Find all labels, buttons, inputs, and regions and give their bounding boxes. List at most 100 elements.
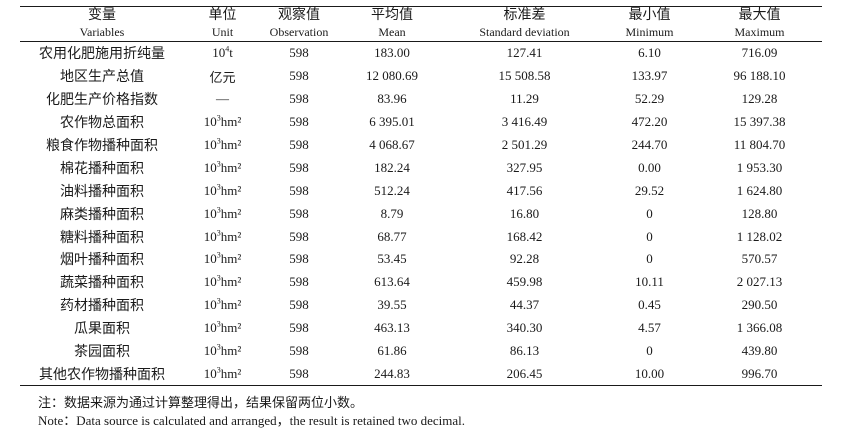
maximum-cell: 96 188.10 [733,68,786,84]
unit-exponent: 3 [216,274,221,284]
variable-name-cell: 油料播种面积 [60,184,144,200]
minimum-cell: 10.00 [602,362,697,387]
observation-cell: 598 [289,320,309,336]
unit-base: 10 [203,205,217,221]
minimum-cell: 472.20 [631,114,668,130]
unit-suffix: hm² [220,297,242,313]
unit-cell: 亿元 [184,65,261,88]
mean-cell: 182.24 [374,159,410,175]
variable-name-cell: 茶园面积 [74,345,130,361]
minimum-cell: 0 [646,343,653,359]
table-row: 棉花播种面积 103hm² 598 182.24 327.95 0.00 1 953.30 [20,156,822,179]
unit-base: 10 [203,182,217,198]
unit-suffix: hm² [220,159,242,175]
table-row: 化肥生产价格指数 — 598 83.96 11.29 52.29 129.28 [20,88,822,111]
standard-deviation-cell: 327.95 [506,159,543,175]
variable-name-cell: 麻类播种面积 [60,207,144,223]
mean-cell: 68.77 [377,228,407,244]
observation-cell: 598 [289,343,309,359]
maximum-cell: 2 027.13 [736,274,783,290]
maximum-cell: 290.50 [741,297,778,313]
standard-deviation-cell: 92.28 [509,251,540,267]
unit-cell: 103hm² [184,248,261,271]
variable-name-cell: 地区生产总值 [60,70,144,86]
mean-cell: 83.96 [377,91,407,107]
unit-suffix: hm² [220,182,242,198]
variable-name-cell: 农作物总面积 [60,116,144,132]
unit-cell: 103hm² [184,362,261,387]
observation-cell: 598 [289,251,309,267]
minimum-cell: 52.29 [634,91,665,107]
variable-name-cell: 其他农作物播种面积 [20,362,184,387]
unit-exponent: 3 [216,296,221,306]
unit-exponent: 3 [216,342,221,352]
standard-deviation-cell: 15 508.58 [498,68,551,84]
minimum-cell: 6.10 [638,45,661,61]
standard-deviation-cell: 127.41 [506,45,543,61]
standard-deviation-cell: 459.98 [506,274,543,290]
maximum-cell: 129.28 [741,91,778,107]
unit-cell: 103hm² [184,294,261,317]
unit-cell: 103hm² [184,179,261,202]
observation-cell: 598 [289,45,309,61]
variable-name-cell: 糖料播种面积 [60,230,144,246]
minimum-cell: 29.52 [634,182,665,198]
table-row: 农作物总面积 103hm² 598 6 395.01 3 416.49 472.20 15 … [20,111,822,134]
table-row: 麻类播种面积 103hm² 598 8.79 16.80 0 128.80 [20,202,822,225]
maximum-cell: 1 366.08 [736,320,783,336]
mean-cell: 53.45 [377,251,407,267]
standard-deviation-cell: 417.56 [506,182,543,198]
descriptive-statistics-table: 变量 Variables 单位 Unit 观察值 Observation 平均值 Mea… [20,6,822,387]
minimum-cell: 244.70 [631,137,668,152]
unit-cell: 103hm² [184,134,261,157]
standard-deviation-cell: 206.45 [447,362,602,387]
observation-cell: 598 [289,274,309,290]
maximum-cell: 128.80 [741,205,778,221]
mean-cell: 613.64 [374,274,410,290]
table-row: 地区生产总值 亿元 598 12 080.69 15 508.58 133.97 96 18… [20,65,822,88]
standard-deviation-cell: 11.29 [510,91,539,107]
unit-cell: — [184,88,261,111]
note-english: Note：Data source is calculated and arran… [38,413,466,428]
unit-suffix: hm² [220,251,242,267]
maximum-cell: 1 128.02 [736,228,783,244]
unit-suffix: t [229,45,233,61]
unit-base: 10 [203,274,217,290]
mean-cell: 463.13 [374,320,410,336]
observation-cell: 598 [289,91,309,107]
observation-cell: 598 [289,159,309,175]
observation-cell: 598 [289,114,309,130]
standard-deviation-cell: 16.80 [509,205,540,221]
unit-exponent: 3 [216,228,221,238]
unit-exponent: 3 [216,113,221,123]
table-row: 蔬菜播种面积 103hm² 598 613.64 459.98 10.11 2 027.13 [20,271,822,294]
standard-deviation-cell: 44.37 [509,297,540,313]
unit-exponent: 3 [216,205,221,215]
statistics-table-container: 变量 Variables 单位 Unit 观察值 Observation 平均值 Mea… [20,6,822,387]
table-row: 烟叶播种面积 103hm² 598 53.45 92.28 0 570.57 [20,248,822,271]
unit-cell: 103hm² [184,156,261,179]
variable-name-cell: 农用化肥施用折纯量 [39,47,165,63]
header-minimum: 最小值 Minimum [602,6,697,42]
standard-deviation-cell: 168.42 [506,228,543,244]
minimum-cell: 4.57 [638,320,661,336]
observation-cell: 598 [289,137,309,152]
standard-deviation-cell: 86.13 [509,343,540,359]
table-row: 油料播种面积 103hm² 598 512.24 417.56 29.52 1 624.80 [20,179,822,202]
unit-cell: 103hm² [184,111,261,134]
unit-exponent: 3 [216,159,221,169]
unit-base: — [216,91,229,107]
unit-cell: 103hm² [184,340,261,363]
minimum-cell: 0.00 [638,159,661,175]
mean-cell: 183.00 [374,45,410,61]
standard-deviation-cell: 3 416.49 [501,114,548,130]
table-row: 农用化肥施用折纯量 104t 598 183.00 127.41 6.10 716.09 [20,42,822,65]
table-row: 其他农作物播种面积 103hm² 598 244.83 206.45 10.00 996.7… [20,362,822,387]
observation-cell: 598 [289,68,309,84]
maximum-cell: 1 953.30 [736,159,783,175]
mean-cell: 512.24 [374,182,410,198]
unit-suffix: hm² [220,274,242,290]
unit-suffix: hm² [220,205,242,221]
unit-exponent: 3 [216,251,221,261]
header-observation: 观察值 Observation [261,6,337,42]
